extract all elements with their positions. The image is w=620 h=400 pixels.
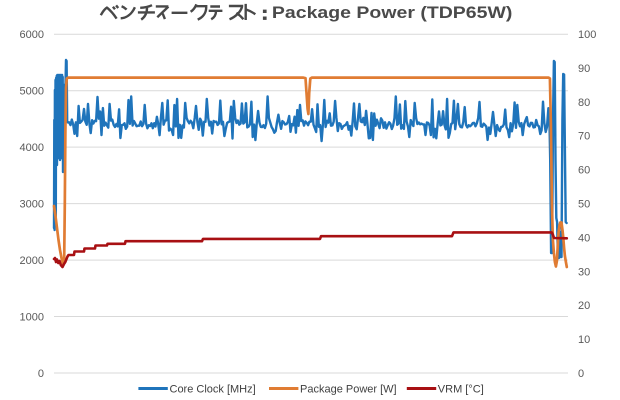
svg-text:0: 0 <box>578 368 584 380</box>
svg-text:40: 40 <box>578 232 590 244</box>
svg-text:0: 0 <box>38 368 44 380</box>
svg-text:1000: 1000 <box>20 311 44 323</box>
svg-text:90: 90 <box>578 63 590 75</box>
svg-text:100: 100 <box>578 29 596 41</box>
svg-text:Package Power (TDP65W): Package Power (TDP65W) <box>272 3 513 22</box>
svg-text:10: 10 <box>578 334 590 346</box>
svg-text:4000: 4000 <box>20 142 44 154</box>
svg-text:2000: 2000 <box>20 255 44 267</box>
svg-text:70: 70 <box>578 131 590 143</box>
svg-text:3000: 3000 <box>20 199 44 211</box>
svg-text:Core Clock [MHz]: Core Clock [MHz] <box>170 383 256 395</box>
svg-text:6000: 6000 <box>20 29 44 41</box>
svg-text:30: 30 <box>578 266 590 278</box>
svg-text:80: 80 <box>578 97 590 109</box>
svg-text:50: 50 <box>578 199 590 211</box>
svg-text:VRM [°C]: VRM [°C] <box>438 383 484 395</box>
svg-text:20: 20 <box>578 300 590 312</box>
svg-text:Package Power [W]: Package Power [W] <box>300 383 397 395</box>
svg-text:60: 60 <box>578 165 590 177</box>
svg-text:5000: 5000 <box>20 86 44 98</box>
